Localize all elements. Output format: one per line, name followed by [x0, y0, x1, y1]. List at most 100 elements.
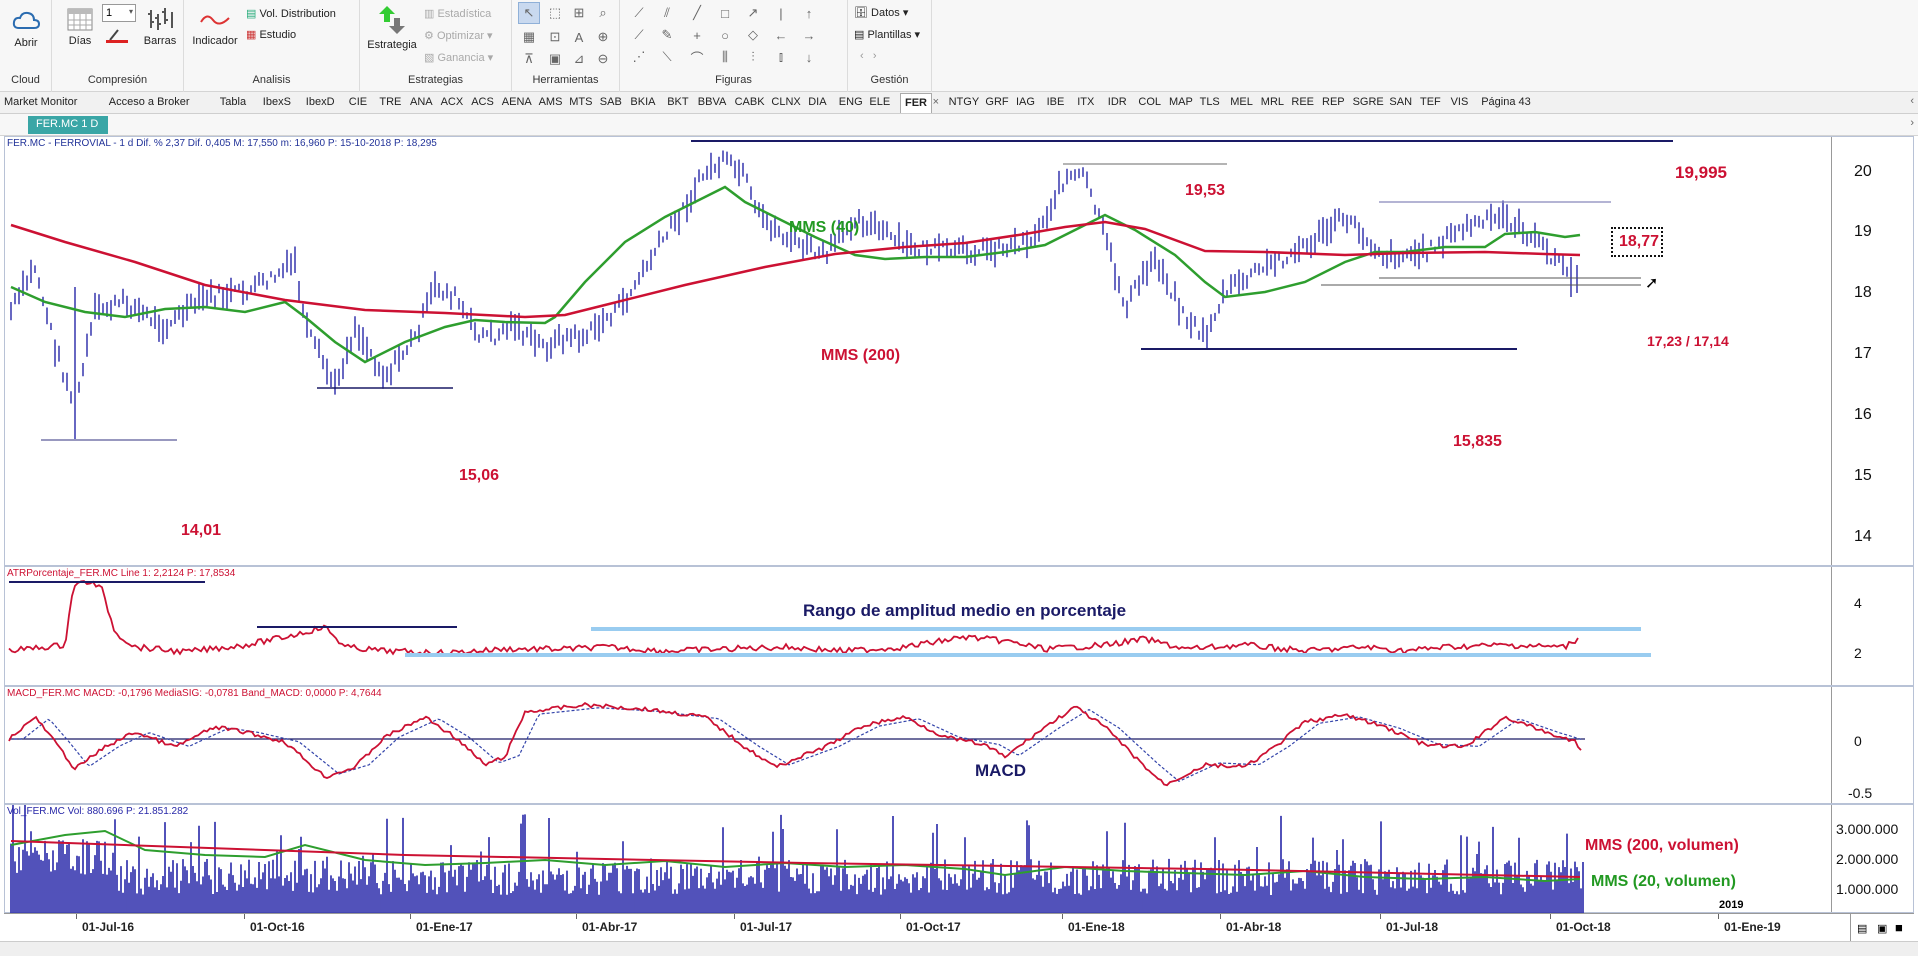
- zoom-in-icon[interactable]: ⊕: [597, 29, 609, 44]
- disk-icon[interactable]: ▤: [1857, 923, 1868, 935]
- table-tool-icon[interactable]: ▦: [522, 29, 536, 44]
- gann-tool-icon[interactable]: ⫶: [751, 49, 755, 64]
- open-button[interactable]: Abrir: [6, 8, 46, 49]
- cycles-tool-icon[interactable]: ⫾: [778, 49, 784, 64]
- rectangle-tool-icon[interactable]: □: [721, 5, 729, 21]
- tab-itx[interactable]: ITX: [1077, 96, 1095, 108]
- tab-cie[interactable]: CIE: [348, 96, 368, 108]
- tab-ibexd[interactable]: IbexD: [305, 96, 335, 108]
- tab-iag[interactable]: IAG: [1016, 96, 1035, 108]
- atr-chart[interactable]: [5, 567, 1831, 687]
- tab-p-gina-43[interactable]: Página 43: [1481, 96, 1531, 108]
- nav-arrows[interactable]: ‹ ›: [860, 50, 877, 62]
- pitchfork-tool-icon[interactable]: ⫼: [722, 49, 728, 64]
- subtabs-scroll-right-icon[interactable]: ›: [1910, 117, 1914, 129]
- fan-tool-icon[interactable]: ⋰: [632, 49, 646, 64]
- trendline-tool-icon[interactable]: ⟋: [634, 5, 644, 20]
- tab-bkt[interactable]: BKT: [667, 96, 689, 108]
- up-arrow-tool-icon[interactable]: ↑: [805, 5, 813, 21]
- tab-close-icon[interactable]: ×: [932, 96, 940, 108]
- strategy-button[interactable]: Estrategia: [364, 4, 420, 51]
- vol-distribution-button[interactable]: ▤ Vol. Distribution: [246, 7, 336, 20]
- pencil-tool-icon[interactable]: ✎: [661, 27, 673, 42]
- tab-vis[interactable]: VIS: [1450, 96, 1469, 108]
- tab-mts[interactable]: MTS: [569, 96, 593, 108]
- price-panel[interactable]: FER.MC - FERROVIAL - 1 d Dif. % 2,37 Dif…: [4, 136, 1914, 566]
- ellipse-tool-icon[interactable]: ○: [721, 27, 729, 43]
- tab-dia[interactable]: DIA: [808, 96, 827, 108]
- tab-mel[interactable]: MEL: [1230, 96, 1253, 108]
- tab-tre[interactable]: TRE: [379, 96, 402, 108]
- grid-tool-icon[interactable]: ⊡: [549, 29, 561, 44]
- tab-sab[interactable]: SAB: [599, 96, 622, 108]
- left-arrow-tool-icon[interactable]: ←: [774, 27, 788, 43]
- price-chart[interactable]: [5, 137, 1831, 567]
- tab-idr[interactable]: IDR: [1107, 96, 1127, 108]
- gain-button[interactable]: ▧ Ganancia ▾: [424, 51, 493, 64]
- study-button[interactable]: ▦ Estudio: [246, 28, 296, 41]
- tab-ana[interactable]: ANA: [410, 96, 433, 108]
- right-arrow-tool-icon[interactable]: →: [802, 27, 816, 43]
- tab-ree[interactable]: REE: [1291, 96, 1315, 108]
- macd-chart[interactable]: [5, 687, 1831, 805]
- tab-tls[interactable]: TLS: [1199, 96, 1220, 108]
- zoom-out-icon[interactable]: ⊖: [597, 51, 609, 66]
- atr-panel[interactable]: ATRPorcentaje_FER.MC Line 1: 2,2124 P: 1…: [4, 566, 1914, 686]
- stop-icon[interactable]: ■: [1895, 920, 1903, 935]
- tab-rep[interactable]: REP: [1322, 96, 1345, 108]
- chart-subtab[interactable]: FER.MC 1 D: [28, 116, 108, 134]
- pointer-tool-icon[interactable]: ↖: [518, 2, 540, 24]
- crosshair-icon[interactable]: ⊞: [573, 5, 585, 20]
- ruler-tool-icon[interactable]: ⊿: [573, 51, 585, 66]
- tab-bkia[interactable]: BKIA: [630, 96, 656, 108]
- arrow-tool-icon[interactable]: ↗: [747, 5, 759, 20]
- tab-grf[interactable]: GRF: [985, 96, 1009, 108]
- indicator-button[interactable]: Indicador: [190, 8, 240, 47]
- tab-mrl[interactable]: MRL: [1260, 96, 1285, 108]
- channel-tool-icon[interactable]: ⫽: [664, 5, 670, 20]
- days-button[interactable]: Días: [60, 6, 100, 47]
- polyline-tool-icon[interactable]: ⟍: [662, 49, 672, 64]
- tab-acx[interactable]: ACX: [440, 96, 464, 108]
- tab-col[interactable]: COL: [1138, 96, 1162, 108]
- color-picker[interactable]: [104, 26, 132, 44]
- data-button[interactable]: 🗄 Datos ▾: [854, 6, 908, 19]
- cross-tool-icon[interactable]: +: [693, 27, 701, 43]
- arc-tool-icon[interactable]: ⌒: [690, 50, 704, 66]
- text-tool-icon[interactable]: A: [574, 29, 584, 45]
- templates-button[interactable]: ▤ Plantillas ▾: [854, 28, 920, 41]
- tab-ele[interactable]: ELE: [869, 96, 891, 108]
- tabs-scroll-left-icon[interactable]: ‹: [1910, 95, 1914, 107]
- compression-spinner[interactable]: 1 ▾: [102, 4, 136, 22]
- tab-acceso-a-broker[interactable]: Acceso a Broker: [108, 96, 190, 108]
- tab-ntgy[interactable]: NTGY: [948, 96, 980, 108]
- tab-clnx[interactable]: CLNX: [771, 96, 801, 108]
- tab-sgre[interactable]: SGRE: [1352, 96, 1384, 108]
- optimize-button[interactable]: ⚙ Optimizar ▾: [424, 29, 493, 42]
- vertical-line-tool-icon[interactable]: |: [779, 5, 783, 21]
- tab-acs[interactable]: ACS: [471, 96, 494, 108]
- tab-fer[interactable]: FER: [900, 93, 932, 113]
- tab-tef[interactable]: TEF: [1420, 96, 1441, 108]
- magnifier-icon[interactable]: ⌕: [599, 5, 607, 20]
- tab-san[interactable]: SAN: [1389, 96, 1413, 108]
- tab-ibexs[interactable]: IbexS: [262, 96, 291, 108]
- fibonacci-tool-icon[interactable]: ⊼: [524, 51, 534, 66]
- down-arrow-tool-icon[interactable]: ↓: [805, 49, 813, 65]
- tab-cabk[interactable]: CABK: [734, 96, 765, 108]
- tab-ibe[interactable]: IBE: [1046, 96, 1065, 108]
- window-icon[interactable]: ▣: [1877, 923, 1888, 935]
- tab-aena[interactable]: AENA: [501, 96, 532, 108]
- tab-market-monitor[interactable]: Market Monitor: [4, 96, 78, 108]
- statistics-button[interactable]: ▥ Estadística: [424, 7, 491, 20]
- volume-panel[interactable]: Vol_FER.MC Vol: 880.696 P: 21.851.282 ▭□…: [4, 804, 1914, 913]
- bars-button[interactable]: Barras: [140, 6, 180, 47]
- zoom-box-icon[interactable]: ⬚: [548, 5, 562, 20]
- tab-ams[interactable]: AMS: [538, 96, 563, 108]
- tab-bbva[interactable]: BBVA: [697, 96, 727, 108]
- volume-chart[interactable]: [5, 805, 1831, 914]
- image-tool-icon[interactable]: ▣: [548, 51, 562, 66]
- diamond-tool-icon[interactable]: ◇: [748, 27, 758, 42]
- tab-tabla[interactable]: Tabla: [219, 96, 247, 108]
- macd-panel[interactable]: MACD_FER.MC MACD: -0,1796 MediaSIG: -0,0…: [4, 686, 1914, 804]
